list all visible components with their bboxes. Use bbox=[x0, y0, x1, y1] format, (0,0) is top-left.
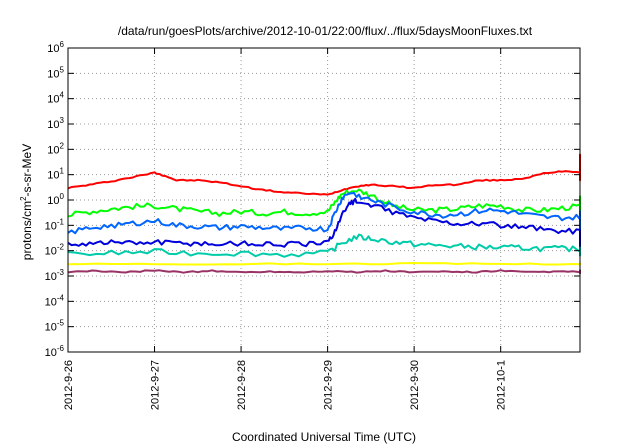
y-tick-exponent: -3 bbox=[57, 268, 65, 277]
y-axis-label-suffix: -s-sr-MeV bbox=[20, 144, 34, 197]
series-line bbox=[67, 269, 581, 275]
y-axis-label-main: protons/cm bbox=[20, 201, 34, 260]
x-tick-label: 2012-9-27 bbox=[150, 360, 162, 410]
y-tick-base: 10 bbox=[47, 170, 59, 182]
y-tick-label: 10-4 bbox=[45, 293, 65, 308]
y-tick-base: 10 bbox=[45, 220, 57, 232]
y-tick-exponent: -2 bbox=[57, 243, 65, 252]
y-tick-exponent: -1 bbox=[57, 217, 65, 226]
series-line bbox=[67, 233, 581, 258]
y-tick-label: 103 bbox=[47, 116, 64, 131]
x-axis-label: Coordinated Universal Time (UTC) bbox=[232, 430, 416, 444]
y-axis-label-superscript: 2 bbox=[19, 196, 28, 201]
y-tick-label: 106 bbox=[47, 40, 64, 55]
y-tick-label: 102 bbox=[47, 141, 64, 156]
y-tick-label: 105 bbox=[47, 65, 64, 80]
y-tick-base: 10 bbox=[45, 347, 57, 359]
x-tick-label: 2012-9-26 bbox=[63, 360, 75, 410]
x-tick-label: 2012-9-29 bbox=[323, 360, 335, 410]
y-tick-exponent: 1 bbox=[60, 167, 65, 176]
y-tick-label: 104 bbox=[47, 91, 64, 106]
y-tick-exponent: 5 bbox=[60, 65, 65, 74]
series-line bbox=[67, 262, 581, 266]
y-tick-label: 10-2 bbox=[45, 243, 65, 258]
y-tick-base: 10 bbox=[45, 246, 57, 258]
y-tick-exponent: 0 bbox=[60, 192, 65, 201]
y-tick-label: 10-1 bbox=[45, 217, 65, 232]
y-tick-label: 10-5 bbox=[45, 319, 65, 334]
y-tick-exponent: 3 bbox=[60, 116, 65, 125]
chart-title: /data/run/goesPlots/archive/2012-10-01/2… bbox=[118, 24, 533, 38]
data-series-layer bbox=[67, 153, 581, 275]
y-tick-base: 10 bbox=[45, 296, 57, 308]
y-tick-base: 10 bbox=[45, 271, 57, 283]
y-tick-label: 10-3 bbox=[45, 268, 65, 283]
y-tick-base: 10 bbox=[45, 322, 57, 334]
y-tick-base: 10 bbox=[47, 119, 59, 131]
x-axis: 2012-9-26 2012-9-27 2012-9-28 2012-9-29 2012… bbox=[63, 48, 508, 410]
y-axis: 10-610-510-410-310-210-11001011021031041… bbox=[45, 40, 580, 359]
y-tick-label: 10-6 bbox=[45, 344, 65, 359]
y-tick-base: 10 bbox=[47, 68, 59, 80]
y-tick-exponent: -5 bbox=[57, 319, 65, 328]
y-tick-exponent: 6 bbox=[60, 40, 65, 49]
y-tick-base: 10 bbox=[47, 144, 59, 156]
y-tick-base: 10 bbox=[47, 94, 59, 106]
x-tick-label: 2012-9-30 bbox=[409, 360, 421, 410]
y-tick-exponent: -4 bbox=[57, 293, 65, 302]
x-tick-label: 2012-9-28 bbox=[236, 360, 248, 410]
y-tick-exponent: -6 bbox=[57, 344, 65, 353]
x-tick-label: 2012-10-1 bbox=[496, 360, 508, 410]
y-tick-label: 100 bbox=[47, 192, 64, 207]
y-tick-base: 10 bbox=[47, 195, 59, 207]
y-axis-label: protons/cm2-s-sr-MeV bbox=[19, 144, 34, 260]
y-tick-label: 101 bbox=[47, 167, 64, 182]
y-tick-exponent: 4 bbox=[60, 91, 65, 100]
y-tick-base: 10 bbox=[47, 43, 59, 55]
y-tick-exponent: 2 bbox=[60, 141, 65, 150]
gridlines bbox=[68, 48, 580, 352]
